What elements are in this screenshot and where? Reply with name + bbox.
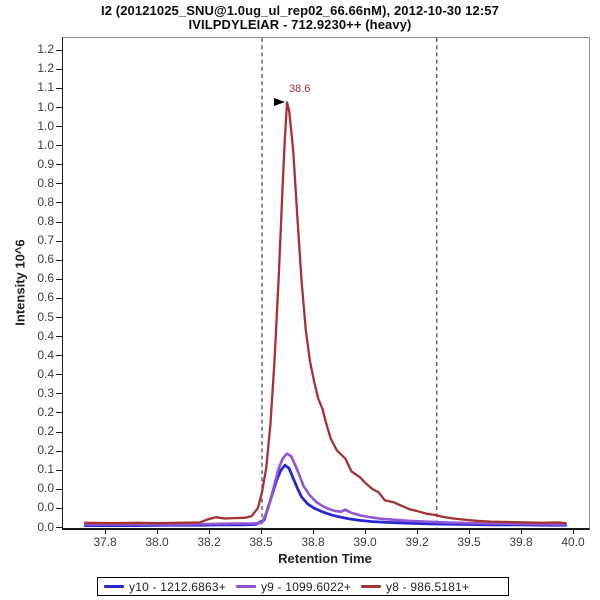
y-tick-mark xyxy=(56,336,62,338)
y-tick-label: 0.3 xyxy=(37,385,54,400)
y-tick-label: 0.9 xyxy=(37,156,54,171)
y-tick-mark xyxy=(56,126,62,128)
y-tick-label: 0.0 xyxy=(37,481,54,496)
y-tick-label: 0.6 xyxy=(37,290,54,305)
y-tick-label: 0.4 xyxy=(37,347,54,362)
y8-line-swatch xyxy=(361,585,382,588)
peak-apex-arrow-icon xyxy=(273,97,285,106)
y-tick-label: 0.2 xyxy=(37,424,54,439)
y-tick-mark xyxy=(56,107,62,108)
y-tick-mark xyxy=(56,221,62,223)
y-tick-mark xyxy=(56,412,62,414)
y-tick-mark xyxy=(56,393,62,395)
x-tick-mark xyxy=(365,529,367,534)
y-tick-label: 0.0 xyxy=(37,519,54,534)
legend-item-y8: y8 - 986.5181+ xyxy=(361,580,469,594)
x-axis-title: Retention Time xyxy=(278,551,372,566)
y-tick-label: 0.4 xyxy=(37,366,54,381)
x-tick-label: 38.8 xyxy=(301,535,325,549)
legend-label-y9: y9 - 1099.6022+ xyxy=(260,579,352,594)
y-tick-mark xyxy=(56,507,62,509)
y-tick-label: 0.6 xyxy=(37,271,54,286)
y-tick-mark xyxy=(56,259,62,261)
chart-subtitle: IVILPDYLEIAR - 712.9230++ (heavy) xyxy=(188,17,412,32)
x-tick-label: 39.5 xyxy=(457,535,481,549)
y9-line-swatch xyxy=(235,585,256,588)
x-tick-label: 38.2 xyxy=(197,535,221,549)
series-y9 xyxy=(83,452,568,526)
x-tick-mark xyxy=(209,529,211,534)
y-tick-mark xyxy=(56,202,62,204)
y-tick-label: 0.7 xyxy=(37,233,54,248)
y-tick-label: 1.2 xyxy=(37,42,54,57)
y-tick-label: 0.8 xyxy=(37,175,54,190)
y10-line-swatch xyxy=(104,585,124,588)
chromatogram-traces xyxy=(83,38,568,528)
y-tick-label: 1.0 xyxy=(37,118,54,133)
legend-item-y9: y9 - 1099.6022+ xyxy=(235,579,352,594)
y-tick-label: 0.2 xyxy=(37,443,54,458)
y-tick-mark xyxy=(56,355,62,357)
x-tick-label: 37.8 xyxy=(93,535,117,549)
x-tick-mark xyxy=(573,529,575,534)
x-tick-mark xyxy=(261,529,263,534)
x-tick-label: 38.5 xyxy=(249,535,273,549)
y-tick-label: 0.2 xyxy=(37,404,54,419)
x-tick-mark xyxy=(469,529,471,534)
y-tick-mark xyxy=(56,145,62,147)
x-tick-mark xyxy=(417,529,419,534)
y-tick-mark xyxy=(56,183,62,185)
legend: y10 - 1212.6863+ y9 - 1099.6022+ y8 - 98… xyxy=(97,577,509,596)
y-tick-label: 0.0 xyxy=(37,500,54,515)
y-tick-mark xyxy=(56,374,62,376)
y-tick-mark xyxy=(56,527,62,528)
y-tick-label: 0.1 xyxy=(37,462,54,477)
y-tick-label: 0.6 xyxy=(37,252,54,267)
legend-item-y10: y10 - 1212.6863+ xyxy=(104,580,226,594)
x-tick-label: 39.0 xyxy=(353,535,377,549)
x-tick-label: 39.8 xyxy=(509,535,533,549)
legend-label-y8: y8 - 986.5181+ xyxy=(386,579,470,594)
x-tick-mark xyxy=(313,529,315,534)
y-tick-mark xyxy=(56,87,62,89)
y-tick-mark xyxy=(56,297,62,299)
series-y10 xyxy=(83,463,568,528)
y-tick-mark xyxy=(56,469,62,471)
plot-area[interactable]: 38.6 xyxy=(62,37,590,530)
x-tick-label: 38.0 xyxy=(145,535,169,549)
x-tick-label: 39.2 xyxy=(405,535,429,549)
y-tick-label: 1.0 xyxy=(37,99,54,114)
y-tick-mark xyxy=(56,278,62,280)
y-tick-mark xyxy=(56,68,62,70)
series-y8 xyxy=(84,101,567,525)
peak-rt-annotation: 38.6 xyxy=(288,83,311,96)
x-tick-mark xyxy=(521,529,523,534)
y-tick-mark xyxy=(56,240,62,242)
legend-label-y10: y10 - 1212.6863+ xyxy=(129,579,226,594)
y-tick-label: 0.8 xyxy=(37,214,54,229)
y-tick-mark xyxy=(56,488,62,490)
y-tick-label: 0.8 xyxy=(37,194,54,209)
y-tick-label: 1.0 xyxy=(37,137,54,152)
chart-title: I2 (20121025_SNU@1.0ug_ul_rep02_66.66nM)… xyxy=(101,3,499,18)
y-tick-mark xyxy=(56,450,62,452)
x-tick-label: 40.0 xyxy=(561,535,585,549)
x-tick-mark xyxy=(105,529,107,534)
y-tick-mark xyxy=(56,164,62,166)
y-tick-mark xyxy=(56,49,62,51)
x-tick-mark xyxy=(157,529,159,534)
y-tick-label: 0.4 xyxy=(37,328,54,343)
y-tick-mark xyxy=(56,431,62,433)
y-tick-mark xyxy=(56,317,62,318)
y-tick-label: 0.5 xyxy=(37,309,54,324)
y-tick-label: 1.1 xyxy=(37,80,54,95)
y-tick-label: 1.2 xyxy=(37,61,54,76)
